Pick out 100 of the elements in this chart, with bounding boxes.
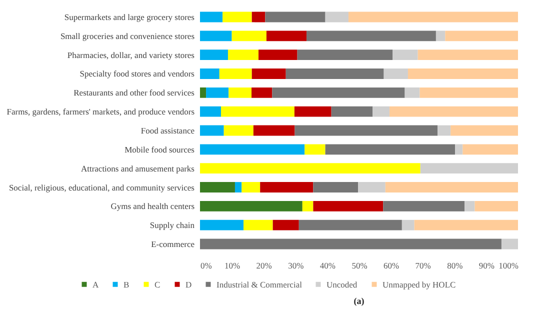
bar bbox=[224, 125, 254, 136]
bar bbox=[436, 30, 446, 42]
bar bbox=[253, 125, 295, 136]
bar bbox=[200, 30, 232, 42]
bar bbox=[252, 68, 286, 79]
x-tick-label: 0% bbox=[200, 260, 212, 270]
text: (a) bbox=[354, 296, 364, 306]
bar bbox=[438, 125, 451, 136]
bar bbox=[385, 182, 518, 192]
bar bbox=[272, 87, 405, 98]
bar bbox=[260, 182, 314, 192]
bar bbox=[200, 238, 502, 250]
bar bbox=[286, 68, 384, 79]
bar bbox=[462, 144, 518, 155]
bar bbox=[348, 12, 518, 22]
bar bbox=[294, 125, 438, 136]
x-tick-label: 100% bbox=[498, 260, 518, 270]
bar bbox=[220, 106, 294, 117]
x-tick-label: 80% bbox=[447, 260, 463, 270]
bar bbox=[298, 220, 402, 230]
y-tick-label: Social, religious, educational, and community services bbox=[8, 182, 194, 192]
bar bbox=[266, 30, 307, 42]
x-tick-label: 90% bbox=[478, 260, 494, 270]
bar bbox=[228, 87, 252, 98]
x-tick-label: 60% bbox=[384, 260, 400, 270]
bar bbox=[200, 87, 206, 98]
bar bbox=[408, 68, 518, 79]
legend-label: Unmapped by HOLC bbox=[382, 279, 456, 290]
bar bbox=[297, 50, 393, 60]
bar bbox=[384, 68, 408, 79]
bar bbox=[404, 87, 420, 98]
bar bbox=[265, 12, 326, 22]
bar bbox=[313, 182, 358, 192]
bar bbox=[252, 87, 272, 98]
bar bbox=[200, 200, 302, 212]
legend-label: C bbox=[154, 279, 160, 290]
bar bbox=[325, 12, 349, 22]
y-tick-label: Gyms and health centers bbox=[110, 201, 194, 212]
x-tick-label: 40% bbox=[320, 260, 336, 270]
x-tick-label: 20% bbox=[256, 260, 272, 270]
y-tick-label: Specialty food stores and vendors bbox=[80, 68, 194, 79]
y-tick-label: Attractions and amusement parks bbox=[80, 163, 194, 174]
bar bbox=[501, 238, 518, 250]
y-tick-label: Supermarkets and large grocery stores bbox=[64, 12, 194, 22]
bar bbox=[306, 30, 436, 42]
bar bbox=[402, 220, 414, 230]
bar bbox=[200, 12, 223, 22]
bar bbox=[200, 125, 224, 136]
bar bbox=[206, 87, 229, 98]
bar bbox=[313, 200, 384, 212]
bar bbox=[420, 163, 518, 174]
legend-label: A bbox=[92, 279, 100, 290]
y-tick-label: Small groceries and convenience stores bbox=[60, 30, 194, 41]
bar bbox=[200, 163, 420, 174]
x-tick-label: 70% bbox=[415, 260, 431, 270]
bar bbox=[200, 68, 220, 79]
y-tick-label: E-commerce bbox=[151, 239, 195, 250]
bar bbox=[418, 50, 518, 60]
bar bbox=[258, 50, 298, 60]
bar bbox=[228, 50, 259, 60]
bar bbox=[304, 144, 326, 155]
bar bbox=[383, 200, 465, 212]
bar bbox=[222, 12, 252, 22]
x-tick-label: 50% bbox=[352, 260, 368, 270]
bar bbox=[445, 30, 518, 42]
bar bbox=[331, 106, 373, 117]
bar bbox=[200, 220, 244, 230]
bar bbox=[414, 220, 518, 230]
legend-label: D bbox=[186, 279, 192, 290]
y-tick-label: Farms, gardens, farmers' markets, and produce vendors bbox=[6, 106, 194, 117]
y-tick-label: Supply chain bbox=[150, 220, 196, 230]
y-tick-label: Food assistance bbox=[140, 126, 195, 136]
bar bbox=[242, 182, 260, 192]
y-tick-label: Pharmacies, dollar, and variety stores bbox=[67, 50, 194, 60]
bar bbox=[474, 200, 518, 212]
y-tick-label: Restaurants and other food services bbox=[74, 88, 194, 98]
bar bbox=[234, 182, 242, 192]
legend-label: Industrial & Commercial bbox=[216, 279, 303, 290]
bar bbox=[358, 182, 386, 192]
bar bbox=[372, 106, 390, 117]
bar bbox=[464, 200, 475, 212]
legend-label: B bbox=[124, 279, 130, 290]
bar bbox=[325, 144, 456, 155]
bar bbox=[302, 200, 314, 212]
bar bbox=[219, 68, 252, 79]
bar bbox=[455, 144, 463, 155]
x-tick-label: 30% bbox=[288, 260, 304, 270]
bar bbox=[420, 87, 518, 98]
bar bbox=[232, 30, 266, 42]
bar bbox=[200, 106, 221, 117]
bar bbox=[200, 144, 305, 155]
bar bbox=[252, 12, 266, 22]
bar bbox=[200, 50, 228, 60]
bar bbox=[450, 125, 518, 136]
bar bbox=[392, 50, 418, 60]
bar bbox=[272, 220, 299, 230]
y-tick-label: Mobile food sources bbox=[124, 144, 194, 154]
bar bbox=[294, 106, 332, 117]
bar bbox=[390, 106, 518, 117]
bar bbox=[200, 182, 235, 192]
